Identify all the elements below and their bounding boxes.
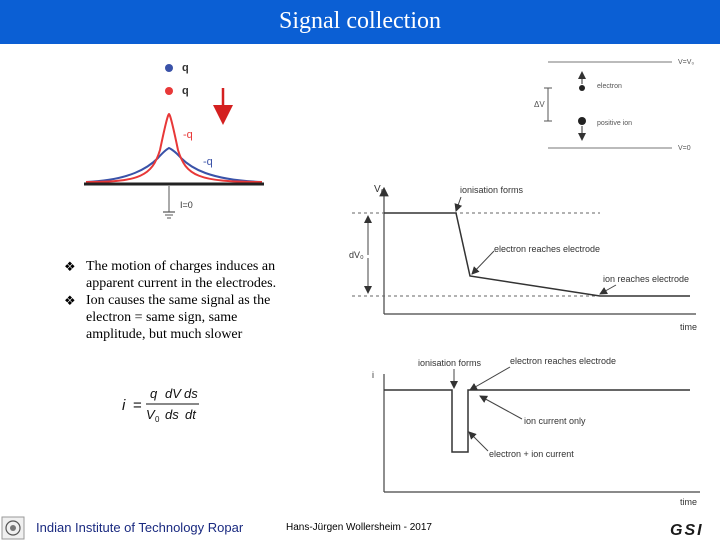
diamond-bullet-icon: ❖ — [64, 293, 76, 308]
electron-label: electron — [597, 83, 622, 90]
formula-dt: dt — [185, 407, 197, 422]
induced-charge-red-curve — [85, 112, 263, 183]
current-ann-ion-only-arrow — [479, 395, 523, 420]
footer-author: Hans-Jürgen Wollersheim - 2017 — [286, 522, 432, 533]
top-voltage-label: V=V₀ — [678, 59, 694, 66]
electron-dot — [579, 85, 585, 91]
voltage-ann-ion-arrow — [599, 284, 617, 295]
footer-institute: Indian Institute of Technology Ropar — [36, 520, 244, 535]
positive-ion-label: positive ion — [597, 120, 632, 127]
formula-dv: dV — [165, 386, 182, 401]
formula-ds-top: ds — [184, 386, 198, 401]
formula-v0: V — [146, 407, 156, 422]
formula-equals: = — [133, 397, 142, 414]
bullet-text-1: The motion of charges induces an apparen… — [86, 259, 277, 291]
institute-logo — [1, 516, 25, 540]
current-ann-electron-ion: electron + ion current — [489, 449, 574, 459]
current-ann-electron-ion-arrow — [468, 431, 489, 452]
bottom-voltage-label: V=0 — [678, 145, 691, 152]
bullet-text-2: Ion causes the same signal as the electr… — [86, 293, 271, 342]
voltage-ann-electron: electron reaches electrode — [494, 244, 600, 254]
charge-diagram: q q -q -q I=0 — [84, 62, 264, 219]
dv-label: dV₀ — [349, 250, 364, 260]
voltage-ann-ion: ion reaches electrode — [603, 274, 689, 284]
current-signal-trace — [384, 389, 690, 453]
page-title: Signal collection — [279, 8, 441, 34]
formula-ds-bottom: ds — [165, 407, 179, 422]
induced-neg-q-label-1: -q — [183, 129, 193, 141]
voltage-ann-ionisation: ionisation forms — [460, 185, 524, 195]
positive-charge-blue-dot — [165, 64, 173, 72]
voltage-ann-ionisation-arrow — [454, 196, 463, 212]
charge-q-label-2: q — [182, 85, 189, 97]
formula-q: q — [150, 386, 158, 401]
current-ann-electron: electron reaches electrode — [510, 356, 616, 366]
positive-ion-dot — [578, 117, 586, 125]
current-ann-electron-arrow — [469, 366, 511, 391]
induced-neg-q-label-2: -q — [203, 156, 213, 168]
current-formula: i = q V 0 dV ds ds dt — [122, 386, 199, 424]
current-x-label: time — [680, 497, 697, 507]
formula-v0-sub: 0 — [155, 415, 160, 424]
bullet-item-2: ❖ Ion causes the same signal as the elec… — [64, 292, 294, 343]
current-zero-label: I=0 — [180, 200, 193, 210]
voltage-signal-trace — [384, 212, 690, 297]
title-bar — [0, 0, 720, 44]
gsi-logo: GSI — [667, 518, 711, 539]
current-ann-ionisation: ionisation forms — [418, 358, 482, 368]
formula-lhs: i — [122, 397, 126, 414]
bullet-item-1: ❖ The motion of charges induces an appar… — [64, 258, 294, 292]
gsi-logo-text: GSI — [670, 522, 704, 539]
bullet-list: ❖ The motion of charges induces an appar… — [64, 258, 294, 343]
delta-v-label: ΔV — [534, 100, 545, 109]
induced-charge-blue-curve — [85, 146, 263, 183]
diamond-bullet-icon: ❖ — [64, 259, 76, 274]
charge-q-label-1: q — [182, 62, 189, 74]
voltage-x-label: time — [680, 322, 697, 332]
voltage-ann-electron-arrow — [471, 250, 495, 275]
current-ann-ion-only: ion current only — [524, 416, 586, 426]
drift-diagram: V=V₀ V=0 electron positive ion ΔV — [534, 59, 694, 152]
positive-charge-red-dot — [165, 87, 173, 95]
voltage-plot: V₀ time dV₀ ionisation forms electron re… — [349, 184, 697, 332]
current-y-label: i — [372, 370, 374, 380]
current-plot: i time ionisation forms electron reaches… — [372, 356, 700, 507]
voltage-y-label: V₀ — [374, 184, 385, 195]
